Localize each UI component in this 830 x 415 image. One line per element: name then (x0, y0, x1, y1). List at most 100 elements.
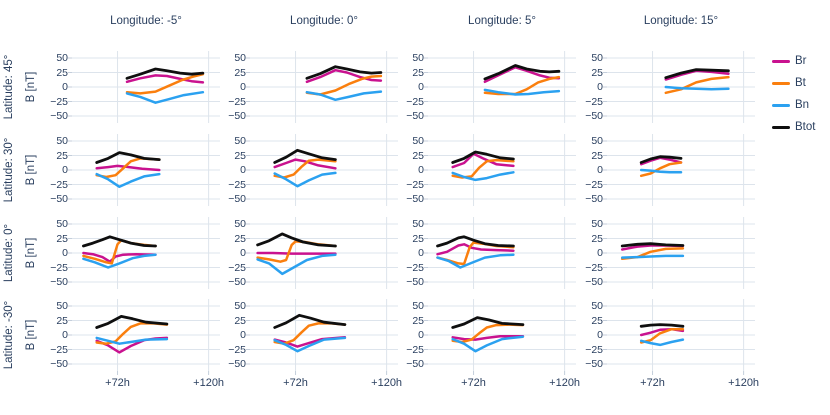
series-bn-line (664, 85, 730, 91)
y-tick-label: −50 (228, 193, 246, 205)
subplot-lat0°-lon15° (603, 217, 755, 289)
series-bn-line (305, 90, 383, 102)
subplot-lat-30°-lon15° (603, 299, 755, 375)
series-btot-line (305, 65, 383, 80)
y-tick-label: 50 (412, 52, 424, 64)
y-tick-label: −25 (228, 261, 246, 274)
y-tick-label: 0 (418, 247, 424, 259)
y-tick-label: 0 (62, 329, 68, 341)
series-btot-line (436, 235, 515, 248)
subplot-lat45°-lon0° (246, 51, 398, 123)
y-tick-label: −50 (406, 358, 424, 370)
y-tick-label: −50 (585, 193, 603, 205)
legend-item-bn[interactable]: Bn (772, 94, 815, 116)
bn-line-swatch-icon (772, 103, 790, 107)
series-btot-line (95, 314, 169, 329)
y-tick-label: 25 (56, 314, 68, 327)
x-tick-label: +120h (728, 377, 760, 389)
x-tick-label: +120h (193, 377, 225, 389)
y-tick-label: 25 (591, 314, 603, 327)
br-line-swatch-icon (772, 59, 790, 63)
series-bt-line (639, 161, 683, 178)
y-tick-label: −25 (50, 261, 68, 274)
legend-item-bt[interactable]: Bt (772, 72, 815, 94)
y-tick-label: −50 (406, 193, 424, 205)
y-tick-label: 50 (591, 300, 603, 312)
series-br-line (256, 251, 337, 255)
subplot-lat30°-lon15° (603, 134, 755, 206)
y-tick-label: −25 (228, 178, 246, 191)
y-tick-label: −25 (406, 261, 424, 274)
series-btot-line (451, 150, 515, 164)
y-tick-label: 25 (56, 149, 68, 162)
y-tick-label: 0 (597, 81, 603, 93)
series-bt-line (125, 72, 205, 95)
series-bn-line (639, 338, 685, 347)
y-tick-label: 50 (412, 135, 424, 147)
series-bt-line (483, 75, 561, 96)
y-tick-label: −25 (585, 178, 603, 191)
y-tick-label: 50 (56, 218, 68, 230)
series-bn-line (256, 253, 337, 276)
series-bn-line (273, 171, 337, 188)
series-btot-line (81, 235, 157, 248)
y-tick-label: 0 (597, 164, 603, 176)
series-br-line (436, 243, 515, 256)
x-tick-label: +72h (640, 377, 665, 389)
series-bn-line (620, 254, 685, 259)
subplot-lat30°-lon5° (424, 134, 576, 206)
series-bn-line (95, 336, 169, 345)
y-tick-label: 25 (234, 149, 246, 162)
y-tick-label: 50 (56, 135, 68, 147)
subplot-lat-30°-lon-5° (68, 299, 220, 375)
y-tick-label: 25 (591, 66, 603, 79)
subplot-lat-30°-lon5° (424, 299, 576, 375)
series-btot-line (451, 316, 525, 329)
y-tick-label: −50 (50, 110, 68, 122)
y-tick-label: 0 (418, 164, 424, 176)
y-tick-label: −50 (228, 358, 246, 370)
x-tick-label: +120h (549, 377, 581, 389)
series-btot-line (273, 148, 337, 164)
y-tick-label: 50 (234, 135, 246, 147)
btot-line-swatch-icon (772, 125, 790, 129)
legend-label-bt: Bt (795, 77, 806, 89)
y-tick-label: 50 (591, 218, 603, 230)
legend-label-bn: Bn (795, 99, 810, 111)
y-tick-label: 50 (234, 300, 246, 312)
y-tick-label: 25 (234, 314, 246, 327)
y-tick-label: 50 (234, 218, 246, 230)
y-tick-label: −25 (50, 343, 68, 356)
y-tick-label: 0 (62, 164, 68, 176)
col-title-longitude-0: Longitude: 0° (290, 15, 358, 27)
series-btot-line (483, 64, 561, 81)
subplot-lat30°-lon0° (246, 134, 398, 206)
legend-item-btot[interactable]: Btot (772, 116, 815, 138)
y-axis-label-row3: B [nT] (25, 319, 37, 351)
y-tick-label: −50 (406, 110, 424, 122)
y-tick-label: 0 (240, 81, 246, 93)
y-tick-label: 0 (240, 247, 246, 259)
y-tick-label: −25 (50, 95, 68, 108)
subplot-lat45°-lon5° (424, 51, 576, 123)
y-tick-label: 50 (412, 300, 424, 312)
y-tick-label: 0 (62, 247, 68, 259)
series-bt-line (639, 327, 685, 344)
series-btot-line (256, 232, 337, 248)
series-bn-line (639, 168, 683, 174)
x-tick-label: +72h (461, 377, 486, 389)
legend-item-br[interactable]: Br (772, 50, 815, 72)
col-title-longitude-5: Longitude: 5° (468, 15, 536, 27)
series-bn-line (95, 172, 161, 189)
series-br-line (451, 334, 525, 341)
y-tick-label: −50 (585, 358, 603, 370)
series-bn-line (436, 253, 515, 269)
y-tick-label: −25 (228, 343, 246, 356)
subplot-lat45°-lon15° (603, 51, 755, 123)
legend-label-btot: Btot (795, 121, 816, 133)
series-bt-line (273, 322, 347, 345)
subplot-lat30°-lon-5° (68, 134, 220, 206)
y-tick-label: 0 (240, 329, 246, 341)
y-tick-label: −25 (585, 95, 603, 108)
